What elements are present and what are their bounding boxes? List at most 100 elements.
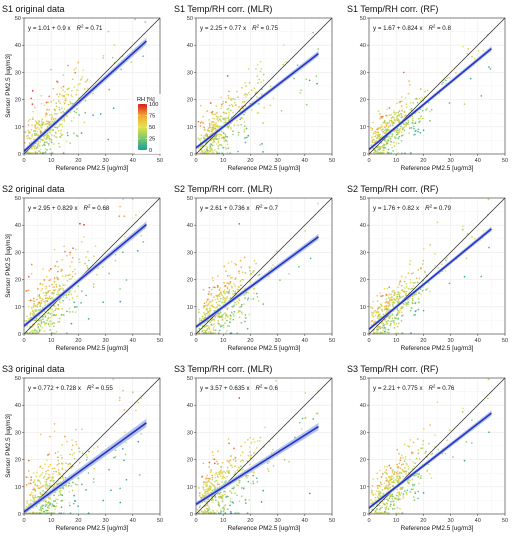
scatter-point [93,255,95,258]
scatter-point [209,102,212,104]
scatter-point [376,507,378,510]
scatter-point [40,127,43,129]
scatter-point [67,134,69,137]
scatter-point [418,291,420,294]
scatter-point [54,131,57,134]
scatter-point [213,319,216,321]
scatter-point [224,477,227,479]
scatter-point [70,448,73,451]
scatter-point [215,479,218,482]
regression-line [368,412,492,509]
scatter-point [305,78,308,81]
equation-text: y = 3.57 + 0.635 x [200,385,250,392]
scatter-point [219,316,221,318]
scatter-point [212,117,214,120]
scatter-point [47,101,49,104]
scatter-point [49,316,52,319]
scatter-point [377,307,380,309]
scatter-point [207,152,210,155]
scatter-point [67,274,70,277]
scatter-point [282,63,285,66]
scatter-point [213,149,216,151]
scatter-point [211,474,213,477]
y-tick-label: 0 [190,512,193,518]
scatter-point [31,103,34,105]
scatter-point [387,122,390,125]
scatter-point [49,131,51,134]
scatter-point [108,88,111,91]
scatter-point [29,137,32,140]
scatter-point [203,302,206,305]
scatter-point [69,512,72,515]
scatter-point [405,470,408,473]
scatter-point [204,314,207,317]
scatter-point [384,507,387,509]
scatter-point [57,304,60,307]
scatter-point [391,469,394,471]
scatter-point [420,293,422,296]
scatter-point [396,477,399,479]
scatter-point [32,512,35,515]
scatter-point [42,268,44,270]
scatter-point [69,251,71,254]
scatter-point [63,94,66,97]
scatter-point [203,128,206,131]
scatter-point [81,240,83,243]
scatter-point [58,490,61,493]
scatter-point [45,287,47,290]
scatter-point [401,289,403,292]
scatter-point [299,421,301,424]
y-axis-label: Sensor PM2.5 [ug/m3] [5,54,12,118]
y-tick-label: 40 [15,223,21,229]
scatter-point [225,270,227,272]
scatter-point [405,462,408,465]
y-tick-label: 10 [15,305,21,311]
scatter-point [392,495,394,498]
scatter-point [275,380,277,382]
scatter-point [40,300,43,302]
y-tick-label: 30 [187,250,193,256]
scatter-point [200,332,203,335]
scatter-point [244,292,247,295]
scatter-point [45,113,48,116]
scatter-point [263,106,266,109]
scatter-point [221,471,224,473]
scatter-point [386,322,389,325]
scatter-point [70,261,73,263]
scatter-point [55,112,58,115]
scatter-point [44,463,46,466]
scatter-point [461,411,464,413]
scatter-point [48,278,51,281]
scatter-point [68,278,71,280]
scatter-point [413,127,415,130]
scatter-point [392,479,395,482]
scatter-point [39,305,42,308]
scatter-point [269,104,272,107]
scatter-point [208,466,211,468]
x-tick-label: 10 [393,518,399,524]
scatter-point [400,113,402,115]
scatter-point [230,455,232,458]
scatter-point [56,260,58,263]
scatter-point [381,473,384,475]
scatter-point [393,145,396,147]
scatter-point [371,307,374,309]
scatter-point [397,291,400,293]
scatter-point [26,502,29,504]
scatter-point [58,145,61,148]
y-tick-label: 10 [187,125,193,131]
scatter-point [42,318,45,321]
scatter-point [60,123,63,126]
scatter-point [437,266,440,269]
scatter-point [218,295,221,298]
scatter-point [396,448,399,451]
scatter-point [56,482,58,485]
scatter-point [45,140,47,143]
scatter-point [74,483,77,485]
scatter-point [396,473,399,475]
scatter-point [216,138,218,140]
x-tick-label: 0 [194,518,197,524]
scatter-point [397,311,399,314]
scatter-point [247,68,250,70]
